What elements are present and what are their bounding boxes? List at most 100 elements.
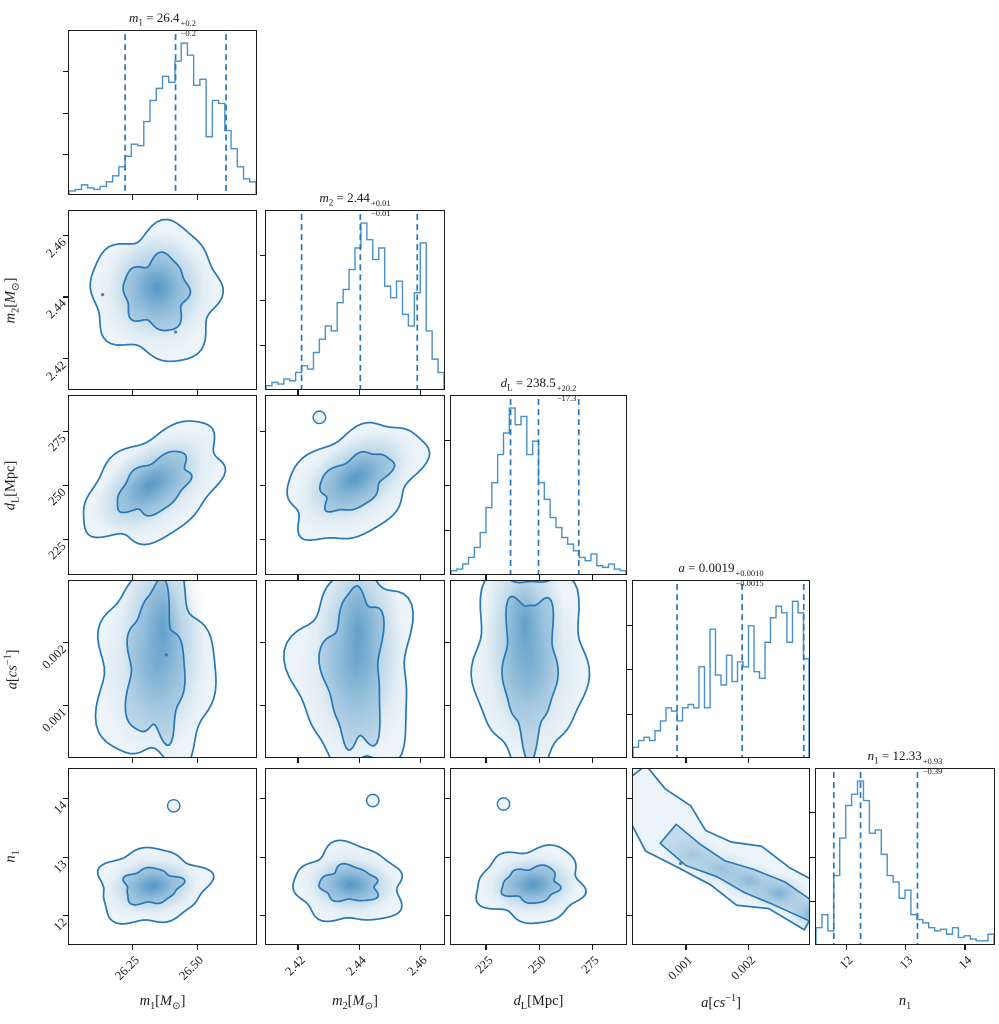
y-tick-mark [627, 669, 632, 671]
panel-title-a: a = 0.0019 +0.0010 −0.0015 [678, 560, 764, 588]
x-tick-mark [538, 945, 540, 950]
x-tick-mark [297, 758, 299, 763]
tick-text: 2.44 [43, 296, 69, 322]
y-tick-mark [260, 642, 265, 644]
x-tick-mark [485, 758, 487, 763]
x-tick-mark [196, 390, 198, 395]
x-tick-mark [358, 390, 360, 395]
y-axis-label-text: dL[Mpc] [2, 460, 22, 510]
tick-text: 14 [955, 953, 975, 972]
x-tick-mark [196, 945, 198, 950]
x-axis-label-m2: m2[M⊙] [332, 993, 378, 1012]
error-stack: +0.93 −0.39 [922, 756, 943, 776]
y-tick-mark [445, 642, 450, 644]
tick-text: 0.002 [39, 642, 69, 673]
tick-text: 225 [45, 539, 69, 563]
x-tick-mark [358, 758, 360, 763]
y-tick-mark [63, 153, 68, 155]
tick-text: 14 [50, 798, 69, 817]
x-axis-label-n1: n1 [898, 993, 912, 1012]
y-tick-mark [627, 624, 632, 626]
panel-title-m1: m1 = 26.4 +0.2 −0.2 [129, 10, 196, 38]
y-tick-mark [63, 704, 68, 706]
y-tick-mark [63, 357, 68, 359]
y-tick-mark [63, 485, 68, 487]
tick-text: 250 [525, 953, 549, 977]
x-tick-mark [419, 945, 421, 950]
y-tick-mark [445, 530, 450, 532]
panel-title-n1: n1 = 12.33 +0.93 −0.39 [867, 748, 943, 776]
y-tick-mark [63, 914, 68, 917]
x-tick-mark [485, 945, 487, 950]
x-axis-label-m1: m1[M⊙] [139, 993, 186, 1012]
x-tick-mark [591, 945, 593, 950]
y-tick-mark [260, 345, 265, 347]
error-stack: +20.2 −17.3 [556, 383, 577, 403]
y-axis-label-a: a[cs−1] [2, 580, 22, 758]
contour-panel-dL-vs-m1 [68, 395, 257, 575]
hist-panel-m2 [265, 210, 445, 390]
contour-panel-a-vs-m1 [68, 580, 257, 758]
y-tick-mark [63, 856, 68, 858]
x-tick-mark [905, 945, 907, 950]
contour-panel-n1-vs-dL [450, 768, 627, 945]
y-tick-mark [260, 431, 265, 433]
contour-panel-a-vs-dL [450, 580, 627, 758]
x-axis-label-dL: dL[Mpc] [513, 993, 564, 1012]
x-tick-mark [845, 945, 847, 950]
y-tick-mark [810, 812, 815, 814]
x-tick-mark [685, 945, 687, 950]
y-tick-mark [63, 112, 68, 114]
contour-panel-a-vs-m2 [265, 580, 445, 758]
x-tick-mark [685, 758, 687, 763]
tick-text: 225 [472, 953, 496, 977]
x-tick-mark [196, 195, 198, 200]
tick-text: 0.001 [665, 953, 696, 983]
y-tick-mark [445, 485, 450, 487]
x-tick-mark [132, 575, 134, 580]
hist-panel-m1 [68, 30, 257, 195]
tick-text: 26.50 [176, 953, 207, 983]
y-tick-mark [445, 440, 450, 442]
hist-panel-a [632, 580, 810, 758]
panel-title-dL: dL = 238.5 +20.2 −17.3 [500, 375, 577, 403]
tick-text: 0.002 [727, 953, 758, 983]
x-tick-mark [747, 945, 749, 950]
y-tick-mark [260, 798, 265, 800]
tick-text: 13 [896, 953, 915, 972]
y-tick-mark [810, 856, 815, 858]
tick-text: 2.42 [281, 953, 308, 979]
hist-panel-dL [450, 395, 627, 575]
x-tick-mark [591, 758, 593, 763]
y-tick-mark [63, 235, 68, 237]
x-tick-mark [132, 758, 134, 763]
tick-text: 13 [50, 856, 69, 876]
x-tick-mark [358, 945, 360, 950]
y-tick-mark [63, 539, 68, 541]
panel-title-m2: m2 = 2.44 +0.01 −0.01 [319, 190, 391, 218]
error-stack: +0.2 −0.2 [180, 18, 196, 38]
y-tick-mark [627, 914, 632, 917]
x-tick-mark [747, 758, 749, 763]
x-tick-mark [419, 575, 421, 580]
x-tick-mark [132, 195, 134, 200]
tick-text: 2.46 [404, 953, 430, 979]
y-tick-mark [627, 713, 632, 715]
x-tick-mark [196, 575, 198, 580]
contour-panel-n1-vs-m1 [68, 768, 257, 945]
x-tick-mark [419, 390, 421, 395]
y-axis-label-m2: m2[M⊙] [2, 210, 22, 390]
hist-panel-n1 [815, 768, 995, 945]
x-tick-mark [538, 758, 540, 763]
tick-text: 12 [836, 953, 856, 972]
y-tick-mark [260, 255, 265, 257]
y-tick-mark [260, 300, 265, 302]
x-tick-mark [538, 575, 540, 580]
x-tick-mark [485, 575, 487, 580]
y-tick-mark [63, 798, 68, 800]
x-tick-mark [297, 575, 299, 580]
error-stack: +0.01 −0.01 [370, 198, 391, 218]
y-tick-mark [445, 704, 450, 706]
y-axis-label-dL: dL[Mpc] [2, 395, 22, 575]
